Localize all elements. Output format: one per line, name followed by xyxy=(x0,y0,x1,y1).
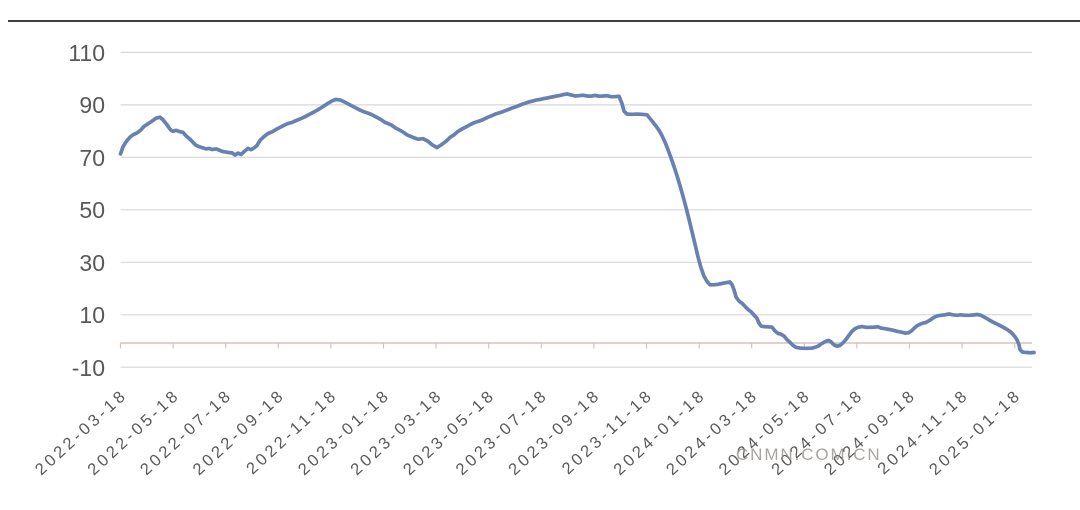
svg-text:2022-09-18: 2022-09-18 xyxy=(190,386,289,479)
svg-text:2023-07-18: 2023-07-18 xyxy=(453,386,552,479)
svg-text:2023-05-18: 2023-05-18 xyxy=(400,386,499,479)
svg-text:2023-09-18: 2023-09-18 xyxy=(505,386,604,479)
svg-text:2023-03-18: 2023-03-18 xyxy=(347,386,446,479)
svg-text:2022-05-18: 2022-05-18 xyxy=(84,386,183,479)
svg-text:2024-01-18: 2024-01-18 xyxy=(610,386,709,479)
svg-text:2023-01-18: 2023-01-18 xyxy=(295,386,394,479)
svg-text:2025-01-18: 2025-01-18 xyxy=(926,386,1025,479)
svg-text:2022-03-18: 2022-03-18 xyxy=(32,386,131,479)
svg-text:2022-07-18: 2022-07-18 xyxy=(137,386,236,479)
svg-text:2024-11-18: 2024-11-18 xyxy=(874,386,973,478)
svg-text:2022-11-18: 2022-11-18 xyxy=(243,386,342,478)
svg-text:2023-11-18: 2023-11-18 xyxy=(559,386,658,478)
